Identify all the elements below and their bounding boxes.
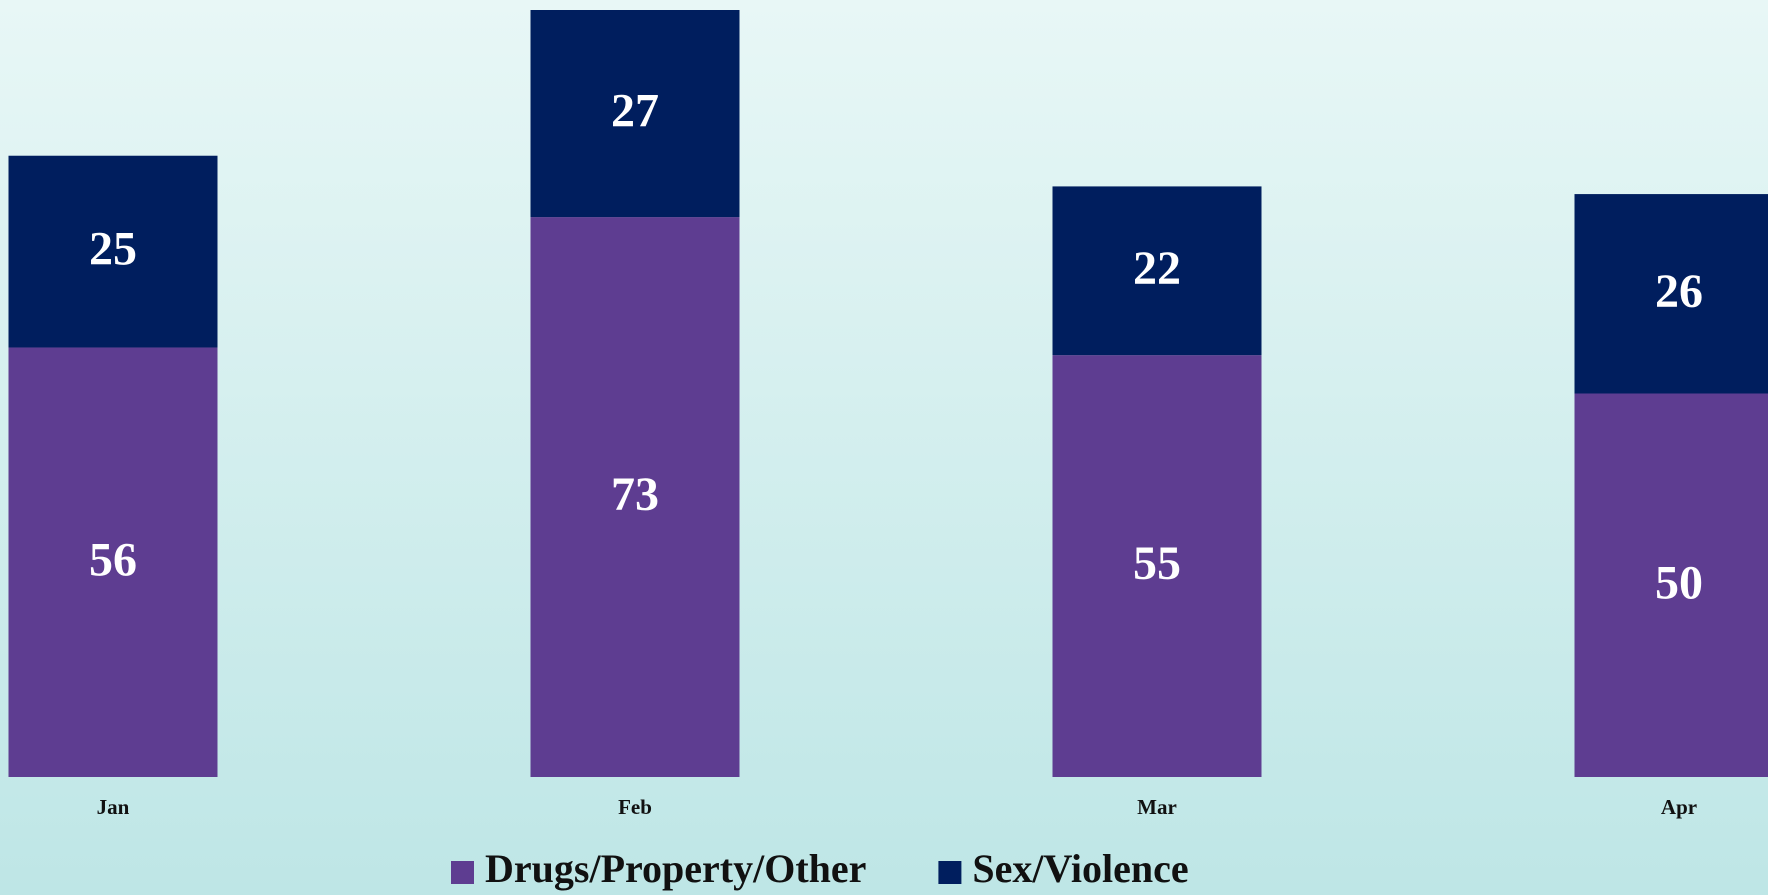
x-tick-label: Jan	[97, 795, 130, 819]
value-label: 56	[89, 533, 137, 586]
legend-label: Sex/Violence	[972, 846, 1188, 891]
bar-segment	[1574, 393, 1768, 777]
legend-label: Drugs/Property/Other	[485, 846, 866, 891]
value-label: 27	[611, 85, 659, 138]
value-label: 22	[1133, 242, 1181, 295]
bar-segment	[8, 347, 218, 777]
value-label: 25	[89, 223, 137, 276]
bar-segment	[530, 10, 740, 218]
bar-segment	[1052, 355, 1262, 777]
value-label: 55	[1133, 537, 1181, 590]
value-label: 26	[1655, 265, 1703, 318]
bar-segment	[8, 155, 218, 348]
legend-swatch	[451, 861, 474, 884]
x-tick-label: Feb	[618, 795, 652, 819]
x-tick-label: Mar	[1137, 795, 1177, 819]
bar-segment	[530, 217, 740, 778]
bar-segment	[1052, 186, 1262, 356]
legend-swatch	[938, 861, 962, 884]
bar-segment	[1574, 194, 1768, 394]
value-label: 73	[611, 468, 659, 521]
x-tick-label: Apr	[1661, 795, 1697, 819]
value-label: 50	[1655, 556, 1703, 609]
